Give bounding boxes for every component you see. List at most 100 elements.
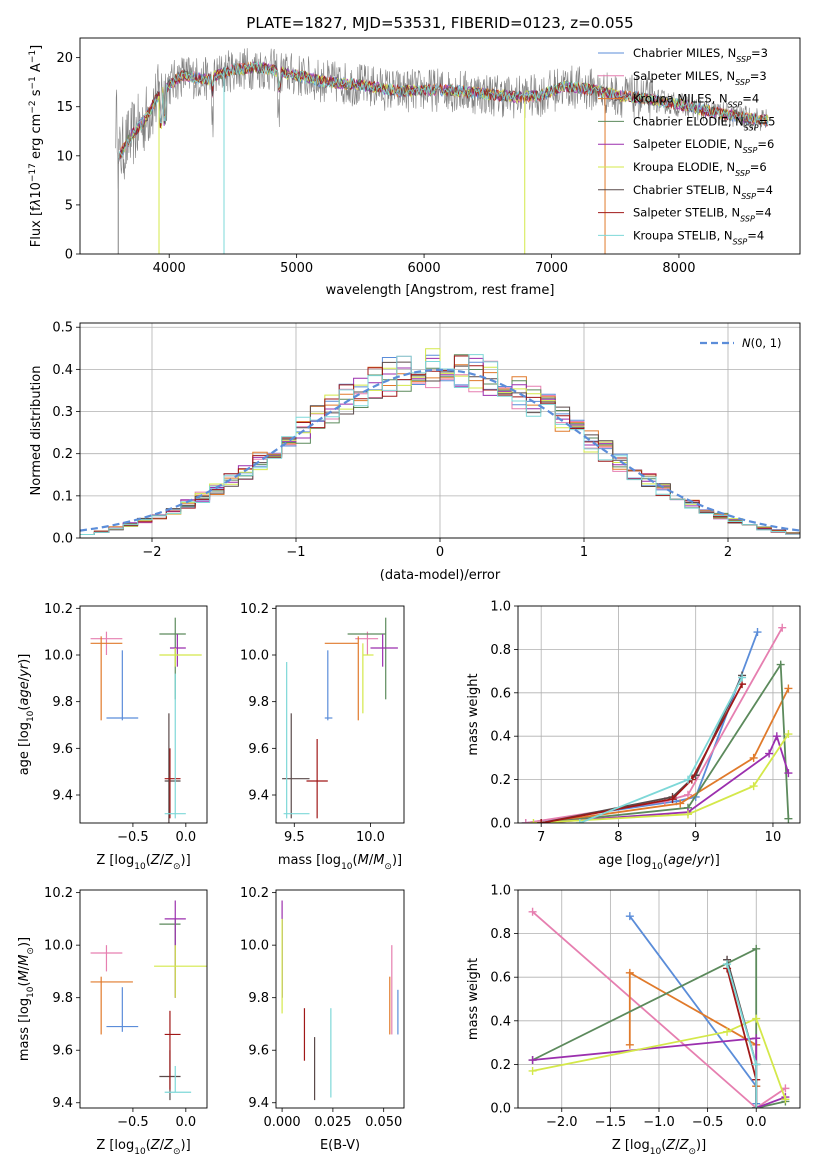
y-tick-label: 9.6 <box>248 742 269 757</box>
weight-marker <box>784 814 793 823</box>
weight-marker <box>683 810 692 819</box>
legend-label: Kroupa MILES, NSSP=4 <box>633 92 759 110</box>
x-tick-label: 4000 <box>153 261 186 276</box>
y-tick-label: 0.0 <box>52 532 73 547</box>
weight-marker <box>752 1014 761 1023</box>
axes-frame <box>275 605 405 824</box>
weight-line <box>541 661 790 823</box>
figure-title: PLATE=1827, MJD=53531, FIBERID=0123, z=0… <box>246 14 633 32</box>
y-axis-label: mass weight <box>466 673 481 755</box>
x-axis-label: age [log10(age/yr)] <box>598 853 720 872</box>
x-tick-label: −2.0 <box>546 1115 578 1130</box>
weight-marker <box>537 819 546 823</box>
x-tick-label: 0.025 <box>314 1115 351 1130</box>
weight-line <box>532 947 786 1108</box>
y-axis-label: Normed distribution <box>29 366 44 496</box>
weight-marker <box>528 907 537 916</box>
weight-marker <box>753 628 762 637</box>
panel-mass_vs_EBV: 0.000 0.025 0.050 9.4 9.6 9.8 10.0 10.2 E(B-V) <box>240 886 405 1153</box>
axes-frame <box>79 889 208 1109</box>
y-tick-label: 0.6 <box>490 686 511 701</box>
y-tick-label: 10.2 <box>44 602 73 617</box>
x-tick-label: 0.0 <box>746 1115 767 1130</box>
model-line-kroupa-stelib <box>117 61 769 164</box>
x-tick-label: 9 <box>692 830 700 845</box>
weight-marker <box>676 799 685 808</box>
x-axis-label: mass [log10(M/M⊙)] <box>278 853 402 872</box>
y-tick-label: 10.2 <box>240 886 269 901</box>
weight-marker <box>625 968 634 977</box>
axes-frame <box>79 37 801 255</box>
weight-line <box>541 675 743 823</box>
y-tick-label: 9.6 <box>248 1044 269 1059</box>
y-tick-label: 9.6 <box>52 1044 73 1059</box>
y-tick-label: 9.4 <box>52 1096 73 1111</box>
axes-frame <box>79 322 801 539</box>
weight-marker <box>784 684 793 693</box>
y-tick-label: 0.5 <box>52 321 73 336</box>
y-tick-label: 1.0 <box>490 884 511 899</box>
weight-marker <box>781 1084 790 1093</box>
y-axis-label: age [log10(age/yr)] <box>17 654 36 776</box>
weight-marker <box>781 1095 790 1104</box>
legend-label: Kroupa STELIB, NSSP=4 <box>633 228 764 246</box>
y-tick-label: 9.4 <box>248 1096 269 1111</box>
y-axis-label: Flux [fλ10−17 erg cm−2 s−1 A−1] <box>28 45 44 247</box>
weight-marker <box>784 769 793 778</box>
y-tick-label: 0.4 <box>490 1014 511 1029</box>
y-tick-label: 15 <box>56 100 73 115</box>
x-axis-label: Z [log10(Z/Z⊙)] <box>96 853 190 872</box>
axes-frame <box>275 889 405 1109</box>
weight-marker <box>723 960 732 969</box>
x-tick-label: 0.050 <box>365 1115 402 1130</box>
x-tick-label: −2 <box>142 545 161 560</box>
y-tick-label: 9.8 <box>248 695 269 710</box>
legend-label: Salpeter ELODIE, NSSP=6 <box>633 137 774 155</box>
y-tick-label: 9.8 <box>52 991 73 1006</box>
y-tick-label: 9.4 <box>52 789 73 804</box>
x-axis-label: (data-model)/error <box>380 568 501 583</box>
weight-marker <box>683 775 692 784</box>
legend-label: Salpeter MILES, NSSP=3 <box>633 69 767 87</box>
legend-label: N(0, 1) <box>742 336 782 350</box>
y-tick-label: 0.2 <box>52 447 73 462</box>
y-tick-label: 0.8 <box>490 643 511 658</box>
x-tick-label: 1 <box>580 545 588 560</box>
y-tick-label: 0.0 <box>490 1102 511 1117</box>
weight-marker <box>529 819 538 823</box>
x-tick-label: 2 <box>724 545 732 560</box>
weight-marker <box>752 1060 761 1069</box>
legend-label: Salpeter STELIB, NSSP=4 <box>633 206 772 224</box>
weight-marker <box>738 673 747 682</box>
plot-area <box>281 900 399 1101</box>
x-tick-label: 0 <box>436 545 444 560</box>
x-axis-label: wavelength [Angstrom, rest frame] <box>326 283 555 298</box>
y-tick-label: 20 <box>56 51 73 66</box>
weight-marker <box>749 753 758 762</box>
panel-age_vs_mass: 9.5 10.0 9.4 9.6 9.8 10.0 10.2 mass [log10(M/M⊙… <box>240 602 405 872</box>
y-axis-label: mass weight <box>466 958 481 1040</box>
y-tick-label: 10.0 <box>44 649 73 664</box>
y-tick-label: 0.2 <box>490 773 511 788</box>
weight-marker <box>752 944 761 953</box>
legend-label: Chabrier STELIB, NSSP=4 <box>633 183 773 201</box>
x-axis-label: E(B-V) <box>320 1138 360 1153</box>
weight-marker <box>778 623 787 632</box>
weight-marker <box>752 1104 761 1108</box>
x-tick-label: 0.000 <box>263 1115 300 1130</box>
x-tick-label: −0.5 <box>692 1115 724 1130</box>
x-tick-label: 5000 <box>280 261 313 276</box>
y-tick-label: 0 <box>65 248 73 263</box>
y-tick-label: 9.8 <box>52 695 73 710</box>
y-tick-label: 0.2 <box>490 1058 511 1073</box>
weight-line <box>525 631 759 823</box>
weight-marker <box>528 1066 537 1075</box>
weight-marker <box>521 819 530 823</box>
weight-line <box>628 971 758 1087</box>
weight-line <box>541 688 790 823</box>
y-tick-label: 0.8 <box>490 927 511 942</box>
x-tick-label: −0.5 <box>117 1115 149 1130</box>
x-tick-label: 10 <box>765 830 782 845</box>
weight-line <box>532 911 786 1108</box>
panel-weight_vs_Z: −2.0 −1.5 −1.0 −0.5 0.0 0.0 0.2 0.4 0.6 0.8 1.0 Z [… <box>466 884 801 1157</box>
